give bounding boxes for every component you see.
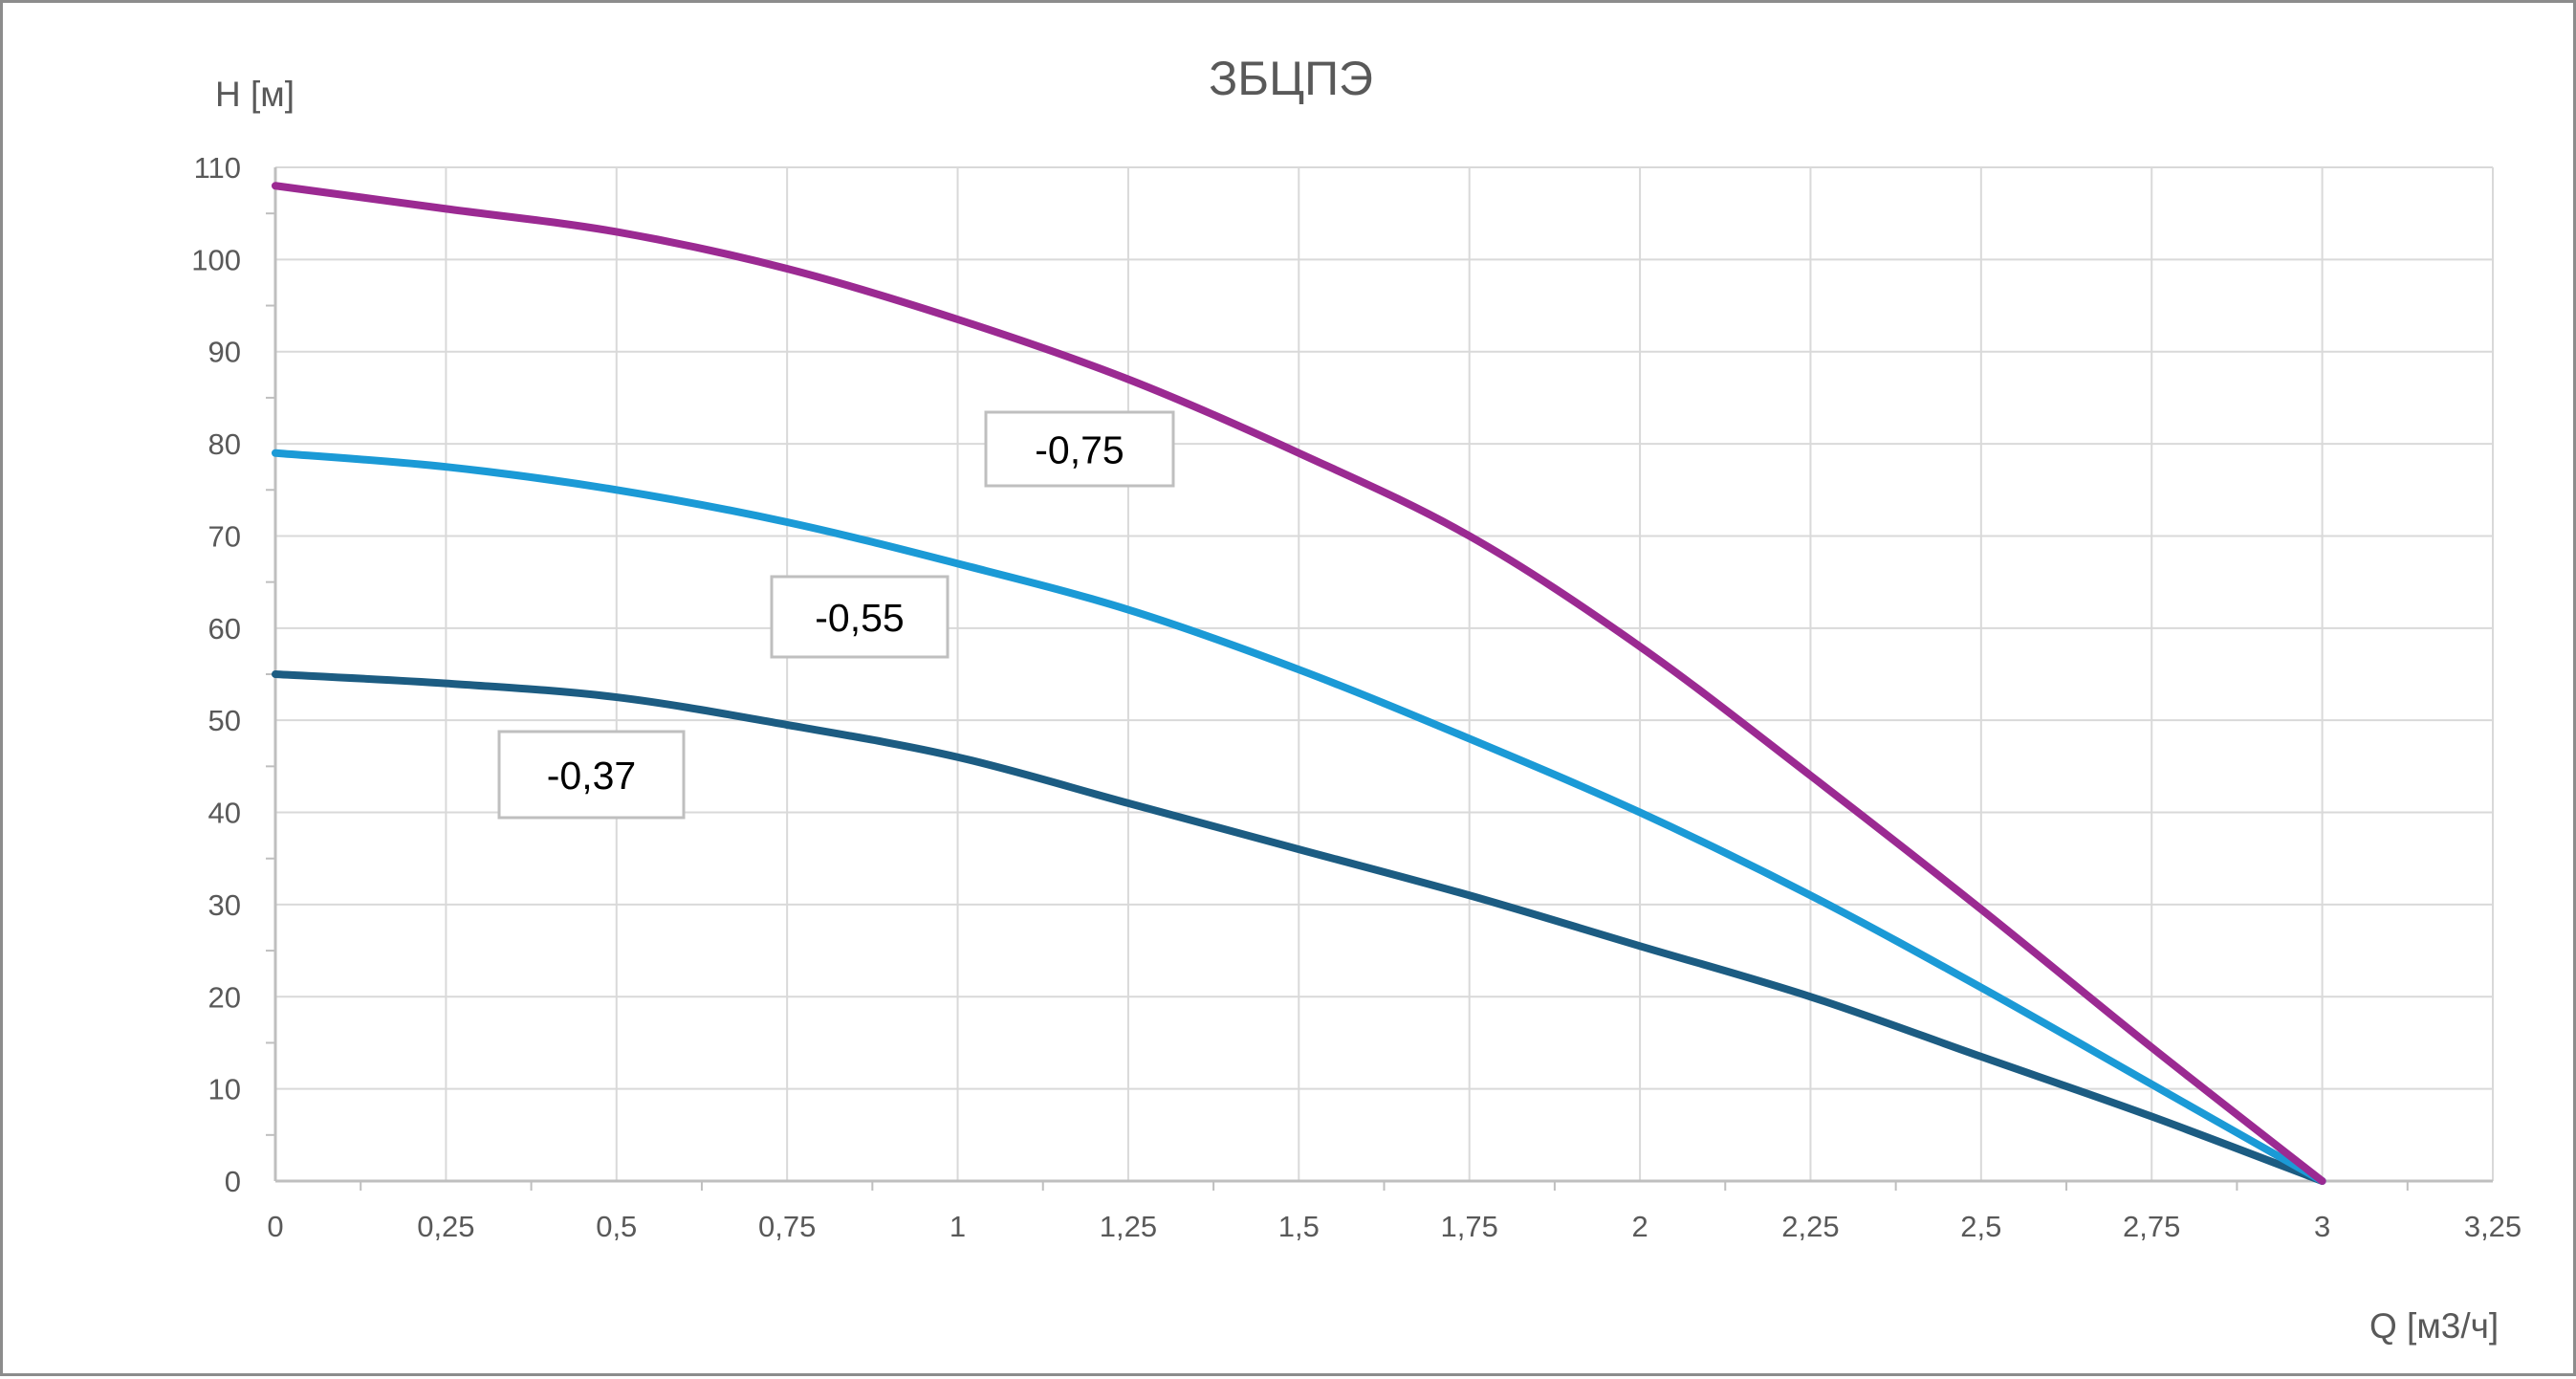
x-tick-label: 1 [950, 1210, 966, 1243]
series-label-box [984, 410, 1175, 488]
x-tick-label: 0,25 [417, 1210, 474, 1243]
series-label-box [770, 575, 950, 659]
x-tick-label: 2,5 [1960, 1210, 2001, 1243]
y-tick-label: 100 [191, 243, 241, 276]
series-label-text: -0,55 [815, 596, 904, 640]
y-tick-label: 70 [208, 519, 241, 553]
series-labels: -0,75 -0,55 -0,37 [497, 410, 1175, 820]
x-axis-title: Q [м3/ч] [2369, 1306, 2499, 1346]
series-label-text: -0,37 [547, 754, 636, 798]
series-label-0: -0,75 [984, 410, 1175, 488]
x-tick-label: 1,5 [1278, 1210, 1320, 1243]
y-tick-label: 10 [208, 1073, 241, 1106]
x-tick-label: 2,25 [1781, 1210, 1839, 1243]
series-lines [272, 182, 2326, 1185]
y-tick-label: 90 [208, 336, 241, 369]
x-tick-label: 1,75 [1441, 1210, 1498, 1243]
x-tick-label: 1,25 [1100, 1210, 1157, 1243]
series-label-2: -0,37 [497, 730, 686, 820]
chart-title: ЗБЦПЭ [1209, 52, 1373, 105]
x-tick-label: 0 [267, 1210, 283, 1243]
y-tick-label: 30 [208, 888, 241, 922]
y-tick-label: 80 [208, 427, 241, 461]
y-tick-label: 110 [194, 151, 241, 185]
series-line-0 [272, 182, 2326, 1185]
pump-curve-chart: 0 0,25 0,5 0,75 1 1,25 1,5 1,75 2 2,25 2,5 2,75 3 3,2… [191, 52, 2521, 1346]
x-tick-label: 2 [1631, 1210, 1648, 1243]
series-line-1 [272, 449, 2326, 1185]
y-tick-label: 60 [208, 612, 241, 646]
x-tick-label: 0,5 [596, 1210, 637, 1243]
y-tick-label: 20 [208, 980, 241, 1014]
series-label-text: -0,75 [1035, 428, 1124, 472]
series-label-box [497, 730, 686, 820]
y-tick-label: 0 [225, 1165, 241, 1198]
axes: 0 0,25 0,5 0,75 1 1,25 1,5 1,75 2 2,25 2,5 2,75 3 3,2… [191, 151, 2521, 1243]
x-tick-label: 2,75 [2123, 1210, 2180, 1243]
series-label-1: -0,55 [770, 575, 950, 659]
y-tick-label: 50 [208, 704, 241, 737]
x-tick-label: 0,75 [758, 1210, 816, 1243]
x-tick-label: 3 [2314, 1210, 2330, 1243]
y-tick-label: 40 [208, 797, 241, 830]
series-line-2 [272, 670, 2326, 1185]
y-axis-title: H [м] [215, 75, 295, 114]
x-tick-label: 3,25 [2464, 1210, 2521, 1243]
grid-lines [275, 166, 2494, 1181]
